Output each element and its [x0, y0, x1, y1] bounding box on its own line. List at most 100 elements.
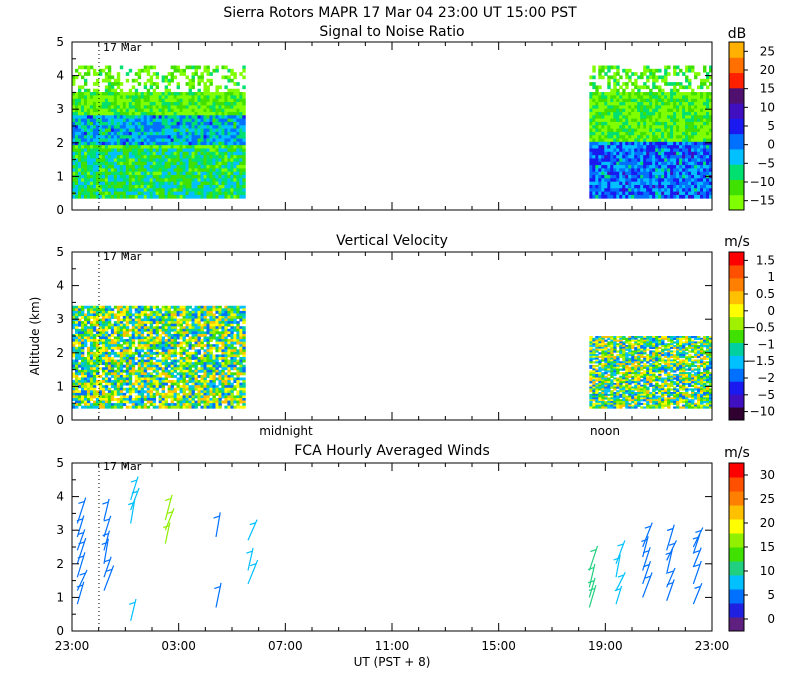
vv-cell: [176, 387, 180, 391]
vv-cell: [80, 339, 85, 343]
vv-cell: [92, 367, 97, 371]
snr-cell: [622, 178, 626, 183]
snr-cell: [655, 135, 659, 139]
vv-cell: [119, 397, 124, 401]
snr-cell: [613, 161, 617, 166]
snr-cell: [676, 184, 680, 189]
snr-cell: [134, 111, 139, 116]
snr-cell: [595, 125, 599, 129]
snr-cell: [658, 102, 662, 106]
snr-cell: [176, 181, 180, 186]
snr-cell: [74, 131, 79, 136]
snr-cell: [589, 175, 593, 179]
snr-cell: [649, 184, 653, 189]
snr-cell: [655, 75, 659, 80]
vv-cell: [173, 336, 177, 340]
snr-cell: [658, 121, 662, 126]
snr-cell: [80, 148, 85, 153]
vv-cell: [125, 377, 130, 381]
snr-cell: [646, 191, 650, 196]
vv-cell: [86, 385, 91, 389]
snr-cell: [155, 155, 160, 159]
vv-cell: [170, 405, 175, 409]
snr-cell: [194, 128, 198, 133]
snr-cell: [179, 181, 183, 186]
snr-cell: [239, 138, 243, 143]
snr-cell: [688, 171, 692, 176]
vv-cell: [149, 364, 154, 368]
snr-cell: [89, 95, 94, 100]
vv-cell: [110, 328, 115, 332]
vv-cell: [134, 313, 139, 317]
snr-cell: [72, 165, 76, 169]
snr-cell: [188, 178, 192, 183]
snr-cell: [646, 138, 650, 143]
vv-cell: [179, 362, 183, 366]
vv-cell: [77, 333, 82, 337]
vv-cell: [137, 369, 142, 373]
snr-cell: [176, 105, 180, 110]
snr-cell: [224, 135, 228, 139]
snr-cell: [134, 78, 139, 83]
snr-cell: [667, 128, 671, 133]
vv-cell: [86, 392, 91, 396]
snr-cell: [613, 125, 617, 129]
snr-cell: [134, 168, 139, 173]
snr-cell: [188, 98, 192, 103]
snr-cell: [233, 145, 237, 149]
vv-cell: [128, 364, 133, 368]
snr-cell: [673, 148, 677, 153]
snr-cell: [200, 165, 204, 169]
snr-cell: [619, 131, 623, 136]
vv-cell: [113, 305, 118, 309]
snr-cell: [89, 111, 94, 116]
snr-cell: [655, 128, 659, 133]
snr-cell: [637, 171, 641, 176]
vv-cell: [86, 354, 91, 358]
vv-cell: [167, 326, 172, 330]
snr-cell: [685, 175, 689, 179]
vv-cell: [185, 374, 189, 378]
vv-cell: [74, 351, 79, 355]
snr-cell: [188, 82, 192, 86]
snr-cell: [128, 88, 133, 93]
snr-cell: [188, 85, 192, 90]
snr-cell: [155, 82, 160, 86]
vv-cell: [95, 397, 100, 401]
vv-cell: [137, 321, 142, 325]
snr-cell: [209, 72, 213, 76]
snr-cell: [119, 131, 124, 136]
vv-cell: [131, 321, 136, 325]
snr-cell: [182, 131, 186, 136]
snr-cell: [676, 168, 680, 173]
snr-cell: [146, 184, 151, 189]
snr-cell: [631, 138, 635, 143]
vv-cell: [80, 377, 85, 381]
snr-cell: [146, 155, 151, 159]
snr-cell: [613, 148, 617, 153]
snr-cell: [146, 68, 151, 73]
snr-cell: [697, 155, 701, 159]
snr-cell: [191, 135, 195, 139]
snr-cell: [80, 75, 85, 80]
vv-cell: [161, 362, 166, 366]
snr-cell: [655, 95, 659, 100]
snr-cell: [592, 111, 596, 116]
vv-cell: [146, 374, 151, 378]
snr-cell: [610, 184, 614, 189]
snr-cell: [131, 105, 136, 110]
snr-cell: [637, 194, 641, 199]
snr-cell: [664, 178, 668, 183]
snr-cell: [595, 148, 599, 153]
vv-cell: [107, 326, 112, 330]
snr-cell: [125, 121, 130, 126]
snr-cell: [74, 151, 79, 156]
snr-cell: [592, 105, 596, 110]
snr-cell: [89, 92, 94, 96]
vv-cell: [134, 331, 139, 335]
vv-cell: [107, 392, 112, 396]
snr-cell: [673, 191, 677, 196]
snr-cell: [598, 188, 602, 193]
snr-cell: [661, 108, 665, 113]
snr-colorbar-unit: dB: [728, 26, 747, 42]
